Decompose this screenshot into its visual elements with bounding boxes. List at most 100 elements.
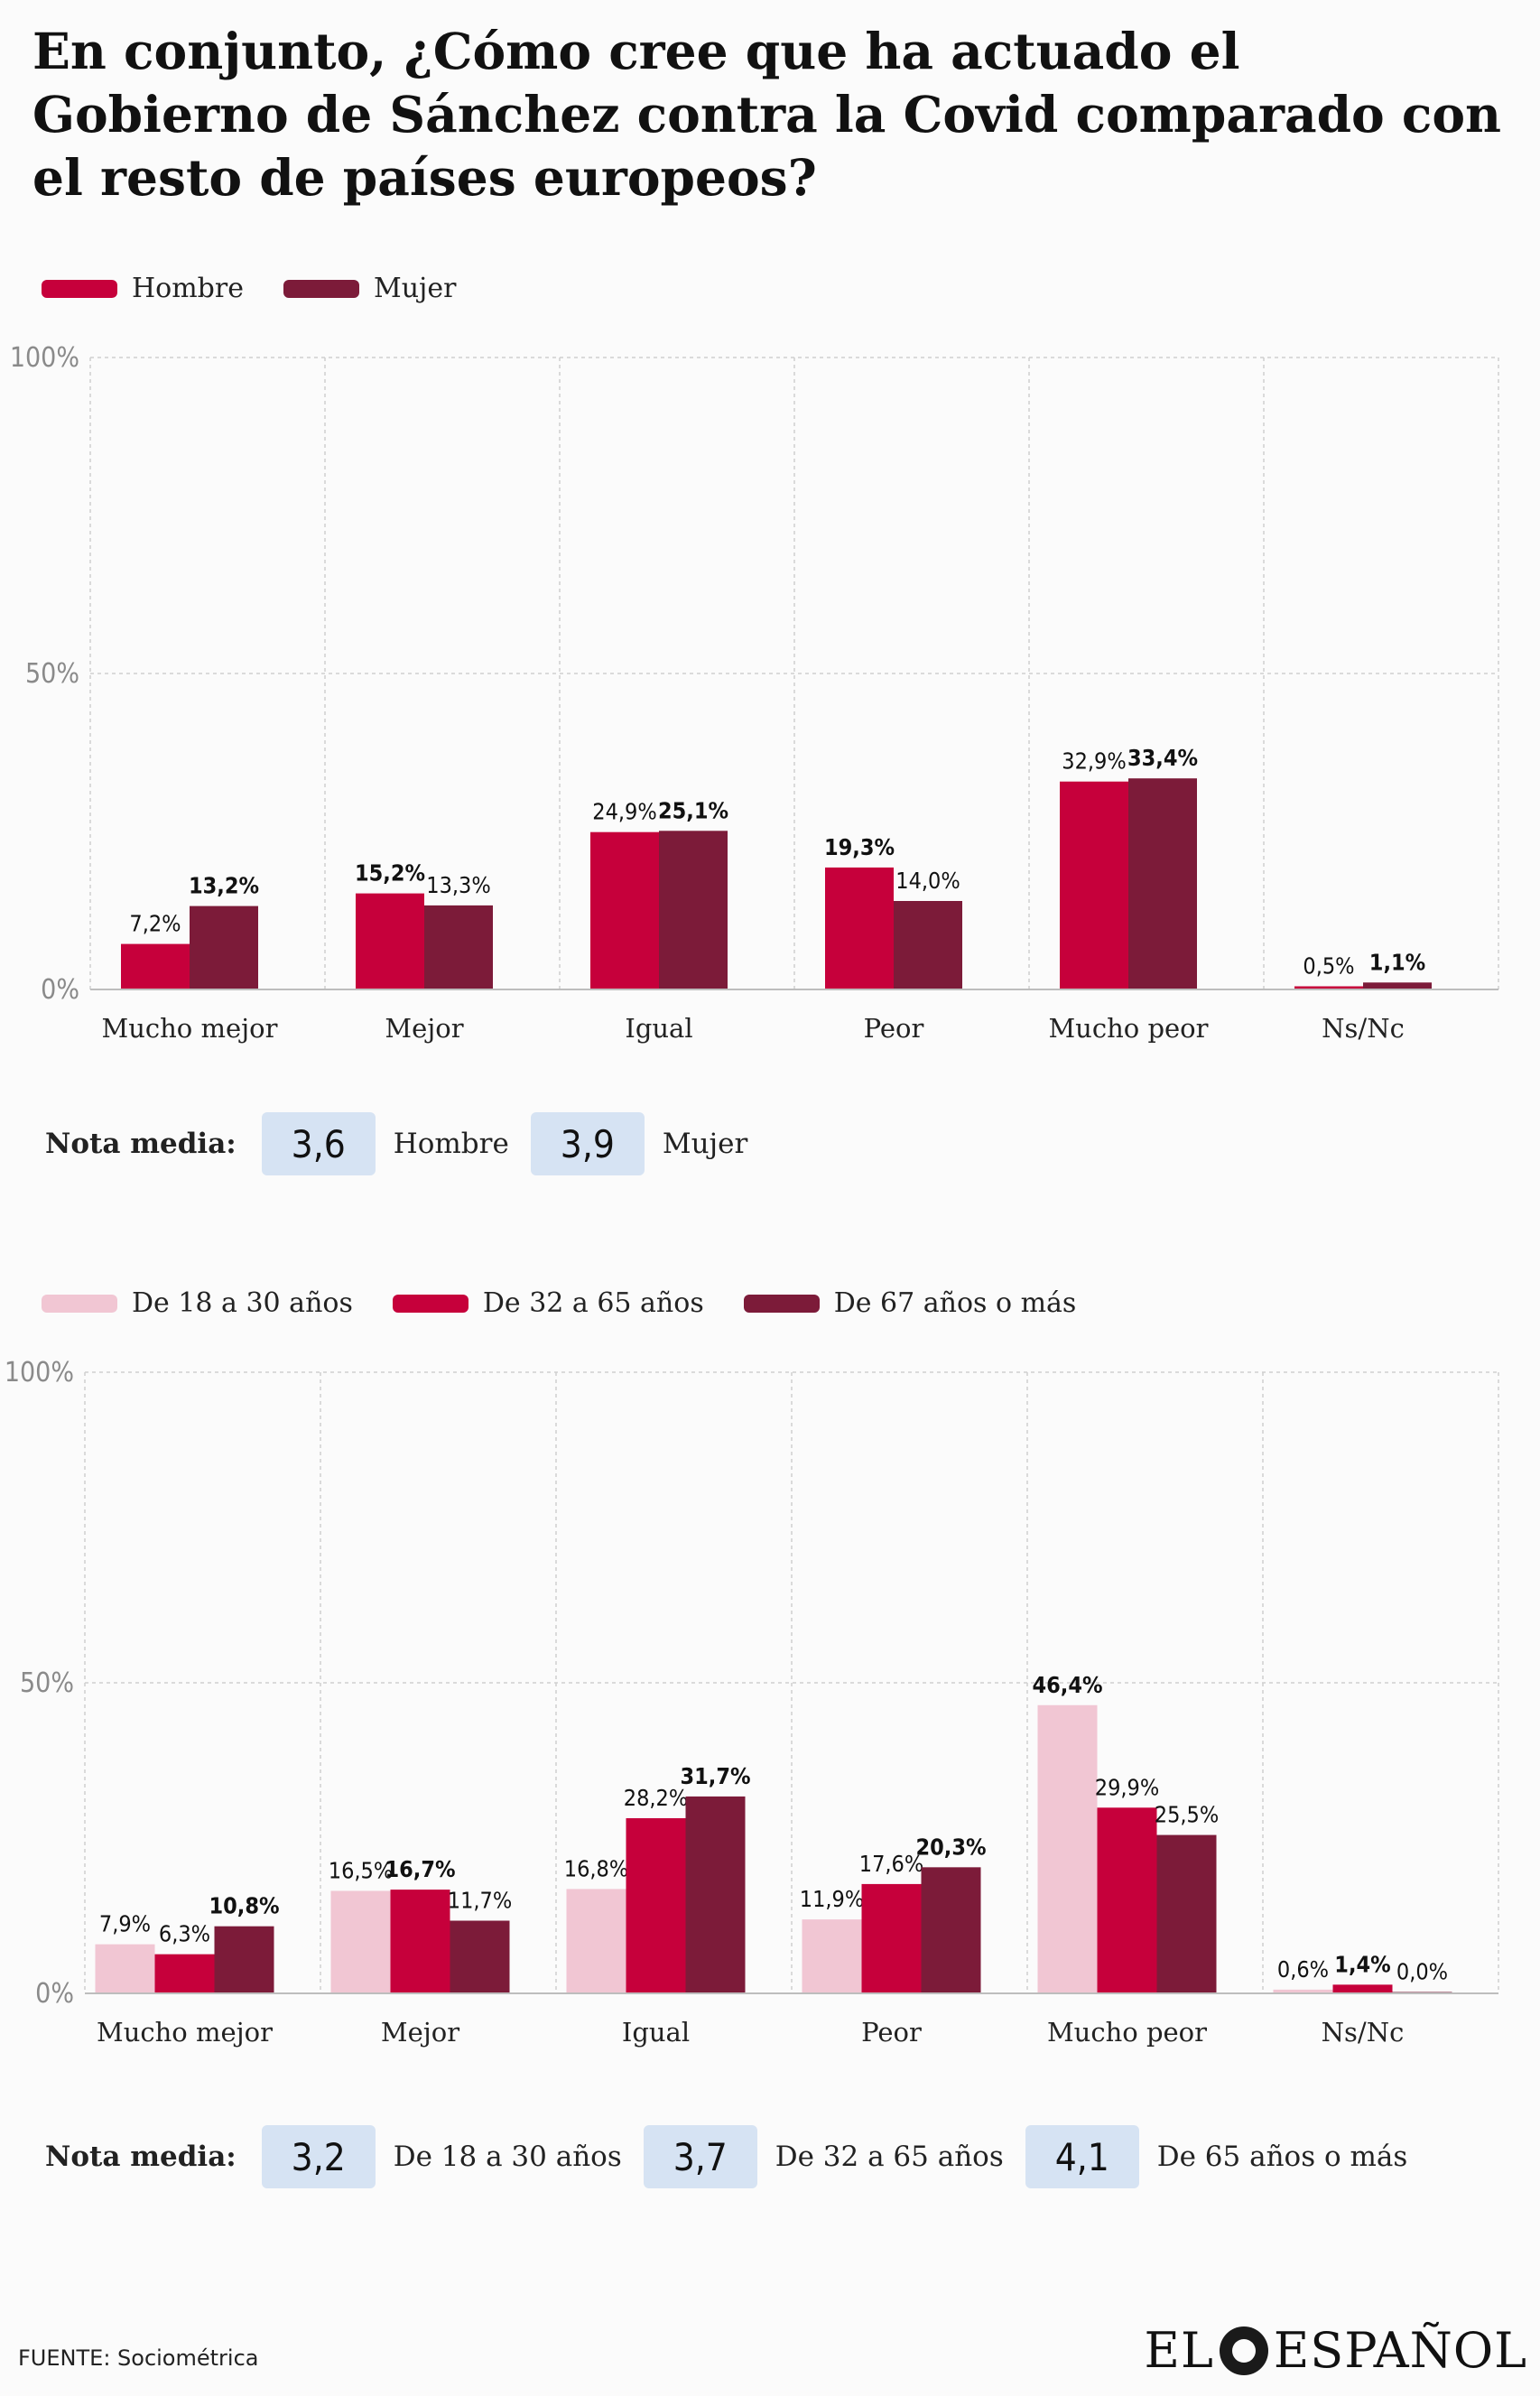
bar-mucho-peor-de-67-anos-o-mas (1156, 1834, 1217, 1993)
x-category-label: Mucho peor (1047, 2017, 1207, 2048)
data-label-peor-de-32-a-65-anos: 17,6% (859, 1851, 923, 1877)
bar-igual-hombre (590, 831, 659, 989)
data-label-igual-de-67-anos-o-mas: 31,7% (680, 1763, 750, 1789)
x-category-label: Ns/Nc (1322, 1013, 1405, 1044)
bar-ns-nc-hombre (1294, 986, 1363, 989)
chart-title: En conjunto, ¿Cómo cree que ha actuado e… (32, 22, 1502, 207)
data-label-ns-nc-de-67-anos-o-mas: 0,0% (1396, 1959, 1448, 1985)
data-label-mucho-peor-de-18-a-30-anos: 46,4% (1032, 1672, 1102, 1698)
bar-mucho-peor-de-18-a-30-anos (1037, 1704, 1098, 1993)
nota-value-65-plus: 4,1 (1025, 2125, 1139, 2188)
data-label-mejor-de-32-a-65-anos: 16,7% (385, 1856, 455, 1882)
data-label-ns-nc-mujer: 1,1% (1369, 949, 1425, 975)
x-category-label: Mejor (385, 1013, 463, 1044)
data-label-ns-nc-hombre: 0,5% (1303, 953, 1354, 980)
x-category-label: Mucho peor (1048, 1013, 1208, 1044)
brand-right: ESPAÑOL (1273, 2322, 1527, 2379)
nota-media-gender: Nota media: 3,6 Hombre 3,9 Mujer (45, 1112, 769, 1175)
data-label-ns-nc-de-32-a-65-anos: 1,4% (1334, 1951, 1390, 1977)
data-label-mucho-mejor-de-18-a-30-anos: 7,9% (99, 1911, 151, 1937)
bar-peor-de-32-a-65-anos (861, 1883, 922, 1993)
y-tick-label: 50% (20, 1667, 74, 1699)
data-label-mucho-peor-de-67-anos-o-mas: 25,5% (1155, 1802, 1219, 1828)
bar-mucho-peor-mujer (1128, 778, 1197, 989)
data-label-mucho-mejor-mujer: 13,2% (189, 873, 259, 899)
x-category-label: Igual (625, 1013, 692, 1044)
data-label-mucho-mejor-de-32-a-65-anos: 6,3% (159, 1921, 210, 1947)
legend-label-67-plus: De 67 años o más (833, 1287, 1077, 1319)
data-label-mejor-de-67-anos-o-mas: 11,7% (448, 1888, 512, 1914)
nota-label-hombre: Hombre (393, 1128, 509, 1160)
nota-media-label: Nota media: (45, 2141, 237, 2173)
bar-ns-nc-de-32-a-65-anos (1332, 1984, 1393, 1993)
bar-peor-hombre (825, 867, 894, 989)
x-category-label: Peor (861, 2017, 922, 2048)
data-label-mucho-peor-mujer: 33,4% (1127, 745, 1198, 771)
bar-mejor-de-67-anos-o-mas (450, 1920, 510, 1993)
data-label-mucho-mejor-hombre: 7,2% (129, 911, 181, 937)
data-label-igual-de-32-a-65-anos: 28,2% (624, 1785, 688, 1811)
nota-label-65-plus: De 65 años o más (1156, 2141, 1408, 2173)
bar-ns-nc-mujer (1363, 982, 1432, 989)
bar-mejor-mujer (424, 905, 493, 989)
nota-group-32-65: 3,7 De 32 a 65 años (643, 2125, 1004, 2188)
data-label-igual-hombre: 24,9% (592, 799, 656, 825)
nota-label-18-30: De 18 a 30 años (393, 2141, 622, 2173)
legend-swatch-mujer (283, 279, 359, 298)
brand-left: EL (1144, 2322, 1214, 2379)
data-label-peor-de-18-a-30-anos: 11,9% (800, 1886, 864, 1912)
bar-mucho-mejor-de-67-anos-o-mas (214, 1926, 274, 1993)
nota-label-mujer: Mujer (662, 1128, 748, 1160)
legend-swatch-67-plus (743, 1294, 820, 1313)
bar-mejor-de-18-a-30-anos (330, 1890, 391, 1993)
data-label-peor-de-67-anos-o-mas: 20,3% (915, 1834, 986, 1860)
nota-media-age: Nota media: 3,2 De 18 a 30 años 3,7 De 3… (45, 2125, 1429, 2188)
bar-chart-age: 0%50%100%7,9% 6,3%10,8%Mucho mejor16,5%16… (5, 1357, 1499, 2048)
data-label-peor-hombre: 19,3% (824, 834, 895, 860)
source-note: FUENTE: Sociométrica (18, 2345, 259, 2371)
bar-mucho-mejor-de-32-a-65-anos (154, 1954, 215, 1993)
bar-peor-mujer (894, 901, 962, 989)
bar-chart-gender: 0% 50% 100% 7,2% 13,2% Mucho mejor 15,2% 13,3% M… (10, 342, 1499, 1044)
bar-mucho-peor-de-32-a-65-anos (1097, 1807, 1157, 1993)
bar-igual-de-67-anos-o-mas (685, 1796, 746, 1993)
legend-swatch-32-65 (392, 1294, 468, 1313)
y-tick-label: 100% (10, 342, 79, 374)
nota-value-hombre: 3,6 (261, 1112, 376, 1175)
y-tick-label: 100% (5, 1357, 74, 1388)
data-label-mucho-mejor-de-67-anos-o-mas: 10,8% (209, 1893, 279, 1919)
data-label-igual-de-18-a-30-anos: 16,8% (564, 1855, 628, 1881)
nota-value-32-65: 3,7 (643, 2125, 757, 2188)
brand-logo: EL ESPAÑOL (1145, 2322, 1527, 2379)
bar-igual-mujer (659, 831, 728, 989)
x-category-label: Ns/Nc (1322, 2017, 1405, 2048)
x-category-label: Peor (864, 1013, 924, 1044)
nota-group-65-plus: 4,1 De 65 años o más (1025, 2125, 1408, 2188)
bar-mejor-hombre (356, 893, 424, 989)
y-tick-label: 0% (35, 1978, 74, 2010)
data-label-mejor-hombre: 15,2% (355, 860, 425, 887)
bar-igual-de-18-a-30-anos (566, 1889, 626, 1993)
legend-age: De 18 a 30 años De 32 a 65 años De 67 añ… (42, 1287, 1116, 1319)
bar-mejor-de-32-a-65-anos (390, 1890, 450, 1993)
legend-item-mujer: Mujer (283, 273, 456, 304)
bar-ns-nc-de-18-a-30-anos (1273, 1989, 1333, 1993)
x-category-label: Mucho mejor (102, 1013, 278, 1044)
x-category-label: Mejor (381, 2017, 459, 2048)
bar-mucho-peor-hombre (1060, 781, 1128, 989)
y-tick-label: 50% (25, 658, 79, 690)
lion-icon (1219, 2326, 1268, 2375)
x-category-label: Mucho mejor (97, 2017, 273, 2048)
bar-mucho-mejor-de-18-a-30-anos (95, 1944, 155, 1993)
data-label-peor-mujer: 14,0% (895, 868, 960, 894)
legend-item-hombre: Hombre (42, 273, 244, 304)
legend-label-hombre: Hombre (132, 273, 244, 304)
nota-group-mujer: 3,9 Mujer (530, 1112, 748, 1175)
legend-item-18-30: De 18 a 30 años (42, 1287, 353, 1319)
bar-peor-de-18-a-30-anos (802, 1919, 862, 1993)
nota-group-18-30: 3,2 De 18 a 30 años (261, 2125, 622, 2188)
legend-swatch-hombre (42, 279, 117, 298)
x-category-label: Igual (622, 2017, 690, 2048)
bar-mucho-mejor-mujer (190, 905, 258, 989)
nota-value-18-30: 3,2 (261, 2125, 376, 2188)
